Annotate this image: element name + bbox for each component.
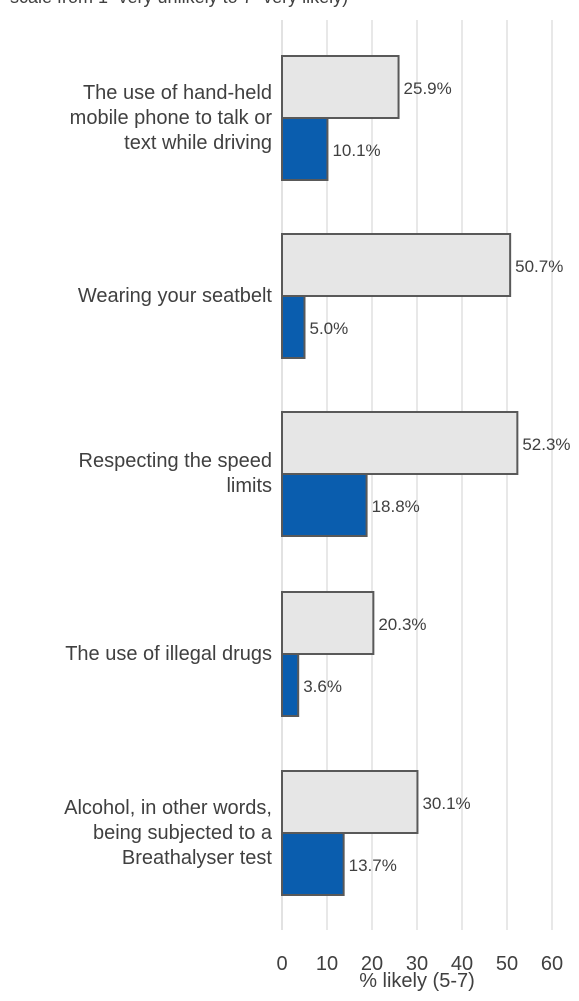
bar — [281, 117, 329, 181]
data-label: 13.7% — [349, 856, 397, 875]
data-label: 3.6% — [303, 677, 342, 696]
category-label: The use of hand-held mobile phone to talk… — [0, 81, 272, 156]
data-label: 20.3% — [378, 615, 426, 634]
bar — [281, 473, 368, 537]
data-labels: 25.9% 50.7% 52.3% 20.3% 30.1% 10.1% 5.0% 18.8% 3… — [303, 79, 570, 875]
bar — [281, 295, 306, 359]
data-label: 18.8% — [372, 497, 420, 516]
data-label: 52.3% — [522, 435, 570, 454]
category-label-line: Alcohol, in other words, — [64, 796, 272, 819]
x-axis-ticks: 0 10 20 30 40 50 60 — [276, 953, 563, 975]
bar — [281, 770, 419, 834]
category-label: Wearing your seatbelt — [0, 284, 272, 309]
x-tick-label: 0 — [276, 953, 287, 975]
bar — [281, 233, 512, 297]
category-label-line: text while driving — [124, 131, 272, 154]
category-label: Respecting the speed limits — [0, 449, 272, 499]
bar — [281, 55, 400, 119]
x-tick-label: 30 — [406, 953, 428, 975]
data-label: 30.1% — [422, 794, 470, 813]
category-label-line: mobile phone to talk or — [69, 106, 272, 129]
category-label-line: limits — [226, 475, 272, 497]
category-label-line: The use of hand-held — [82, 81, 272, 104]
bars — [281, 55, 519, 896]
x-tick-label: 40 — [451, 953, 473, 975]
x-tick-label: 10 — [316, 953, 338, 975]
bar — [281, 832, 345, 896]
x-tick-label: 50 — [496, 953, 518, 975]
data-label: 5.0% — [310, 319, 349, 338]
x-tick-label: 60 — [541, 953, 563, 975]
category-label-line: The use of illegal drugs — [65, 642, 272, 665]
category-label-line: being subjected to a — [92, 821, 272, 844]
bar — [281, 653, 300, 717]
category-label: The use of illegal drugs — [0, 642, 272, 667]
category-label-line: Respecting the speed — [78, 450, 272, 472]
bar — [281, 591, 375, 655]
bar — [281, 411, 519, 475]
x-axis-label: % likely (5-7) — [359, 970, 475, 992]
data-label: 25.9% — [404, 79, 452, 98]
chart-subtitle: scale from 1=very unlikely to 7=very lik… — [10, 0, 348, 8]
data-label: 10.1% — [332, 141, 380, 160]
category-label-line: Wearing your seatbelt — [77, 284, 272, 307]
category-label-line: Breathalyser test — [121, 846, 272, 869]
x-tick-label: 20 — [361, 953, 383, 975]
data-label: 50.7% — [515, 257, 563, 276]
category-label: Alcohol, in other words, being subjected … — [0, 796, 272, 871]
